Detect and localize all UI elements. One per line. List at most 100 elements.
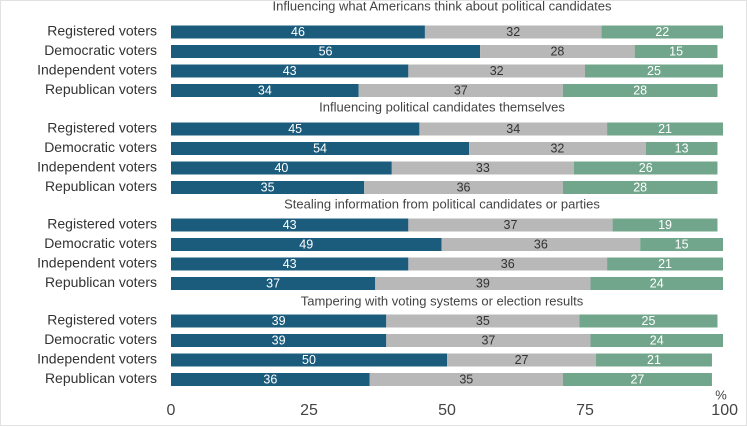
data-label: 56 [319,44,333,58]
data-label: 36 [534,237,548,251]
bar-segment [171,277,376,290]
bar-segment [391,161,574,175]
data-label: 50 [302,353,316,367]
bar-segment [171,64,409,78]
data-label: 37 [504,218,518,232]
bar-segment [612,218,718,232]
bar-segment [645,142,718,155]
category-label: Republican voters [45,178,157,194]
bar-segment [585,64,723,78]
category-label: Republican voters [45,370,157,386]
data-label: 37 [481,333,495,347]
data-label: 19 [658,218,672,232]
bar-segment [171,25,425,39]
bar-segment [171,238,442,251]
x-tick-label: 0 [167,402,176,419]
data-label: 21 [647,353,661,367]
data-label: 39 [272,314,286,328]
data-label: 37 [454,83,468,97]
data-label: 22 [655,25,669,39]
data-label: 15 [675,237,689,251]
bar-segment [447,353,597,367]
data-label: 21 [658,257,672,271]
group-title: Influencing political candidates themsel… [319,99,565,114]
category-label: Independent voters [37,159,157,175]
bar-segment [171,181,365,194]
x-tick-label: 50 [438,402,456,419]
bar-segment [573,161,718,175]
data-label: 39 [272,333,286,347]
data-label: 39 [476,276,490,290]
bar-segment [171,353,447,367]
bar-segment [590,277,723,290]
bar-segment [358,84,563,97]
data-label: 28 [633,180,647,194]
data-label: 25 [642,314,656,328]
bar-segment [441,238,641,251]
bar-segment [419,122,608,136]
bar-segment [364,181,563,194]
data-label: 25 [647,64,661,78]
data-label: 24 [650,276,664,290]
data-label: 32 [490,64,504,78]
bar-segment [480,45,635,58]
bar-segment [562,373,712,386]
data-label: 27 [630,372,644,386]
data-label: 36 [501,257,515,271]
data-label: 35 [459,372,473,386]
category-label: Registered voters [47,216,157,232]
x-tick-label: 25 [300,402,318,419]
bar-segment [408,218,613,232]
x-tick-label: 100 [711,402,738,419]
data-label: 28 [550,44,564,58]
category-label: Democratic voters [44,235,157,251]
data-label: 43 [283,64,297,78]
data-label: 45 [288,122,302,136]
bar-segment [408,257,608,271]
bar-segment [375,277,591,290]
category-label: Registered voters [47,120,157,136]
bar-segment [171,84,359,97]
data-label: 33 [476,161,490,175]
bar-segment [590,334,723,347]
bar-segment [596,353,712,367]
bar-segment [171,218,409,232]
data-label: 49 [299,237,313,251]
data-label: 36 [263,372,277,386]
data-label: 37 [266,276,280,290]
bar-segment [607,257,723,271]
data-label: 27 [515,353,529,367]
data-label: 34 [258,83,272,97]
category-label: Registered voters [47,23,157,39]
bar-segment [634,45,718,58]
category-label: Republican voters [45,81,157,97]
data-label: 46 [291,25,305,39]
data-label: 34 [506,122,520,136]
bar-segment [171,122,420,136]
data-label: 32 [506,25,520,39]
category-label: Democratic voters [44,139,157,155]
data-label: 32 [550,141,564,155]
bar-segment [171,257,409,271]
data-label: 54 [313,141,327,155]
bar-segment [171,161,392,175]
category-label: Independent voters [37,62,157,78]
bar-segment [171,373,370,386]
bar-segment [386,314,580,328]
data-label: 40 [274,161,288,175]
data-label: 43 [283,218,297,232]
group-title: Tampering with voting systems or electio… [301,293,584,308]
bar-segment [171,314,387,328]
x-tick-label: 75 [576,402,594,419]
bar-segment [424,25,602,39]
bar-segment [579,314,718,328]
data-label: 21 [658,122,672,136]
bar-segment [386,334,591,347]
category-label: Democratic voters [44,42,157,58]
data-label: 26 [639,161,653,175]
data-label: 28 [633,83,647,97]
x-unit-label: % [715,387,727,402]
data-label: 35 [476,314,490,328]
category-label: Independent voters [37,351,157,367]
